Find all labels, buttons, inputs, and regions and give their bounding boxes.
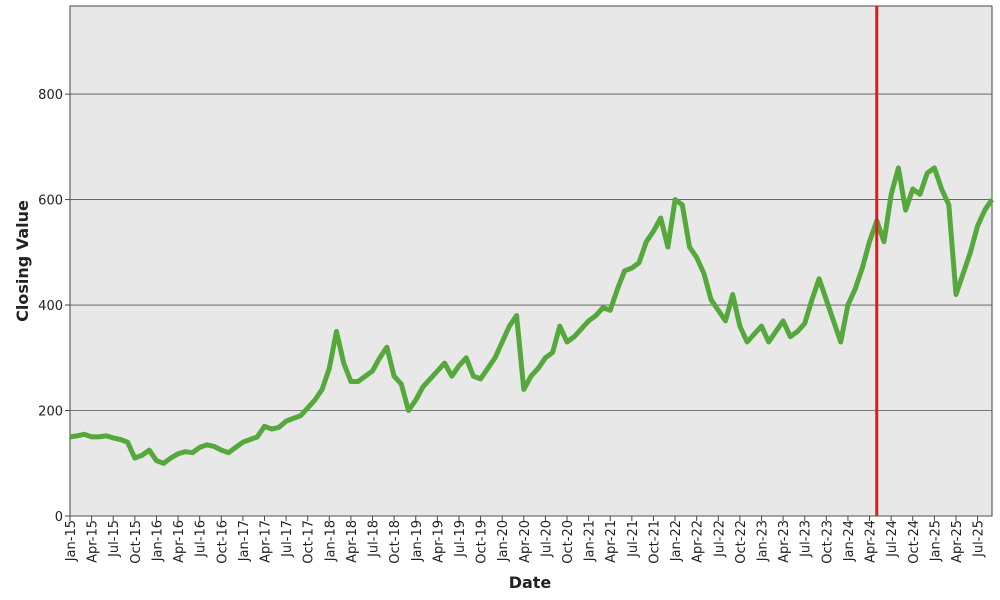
x-tick-label: Jan-15	[64, 520, 79, 562]
x-tick-label: Jul-15	[107, 520, 122, 558]
x-tick-label: Apr-19	[431, 520, 446, 563]
x-tick-label: Jul-24	[885, 520, 900, 558]
x-tick-label: Oct-15	[129, 520, 144, 564]
y-tick-label: 200	[38, 405, 63, 420]
x-tick-label: Apr-20	[518, 520, 533, 563]
y-tick-label: 800	[38, 88, 63, 103]
x-tick-label: Oct-19	[475, 520, 490, 564]
x-tick-label: Jul-19	[453, 520, 468, 558]
x-tick-label: Jan-22	[669, 520, 684, 562]
x-tick-label: Jul-23	[799, 520, 814, 558]
x-tick-label: Oct-17	[302, 520, 317, 564]
x-tick-label: Jul-18	[367, 520, 382, 558]
x-tick-label: Apr-21	[604, 520, 619, 563]
x-tick-label: Jul-22	[712, 520, 727, 558]
x-tick-label: Apr-18	[345, 520, 360, 563]
x-tick-label: Apr-15	[86, 520, 101, 563]
x-tick-label: Oct-16	[215, 520, 230, 564]
y-tick-label: 0	[55, 510, 63, 525]
y-tick-label: 600	[38, 194, 63, 209]
x-tick-label: Apr-17	[258, 520, 273, 563]
x-tick-label: Apr-25	[950, 520, 965, 563]
x-tick-label: Jul-17	[280, 520, 295, 558]
x-tick-label: Oct-20	[561, 520, 576, 564]
y-tick-label: 400	[38, 299, 63, 314]
x-tick-label: Jan-19	[410, 520, 425, 562]
x-tick-label: Jan-23	[756, 520, 771, 562]
line	[69, 165, 995, 466]
x-tick-label: Jul-20	[539, 520, 554, 558]
x-tick-label: Oct-24	[907, 520, 922, 564]
x-tick-label: Apr-24	[864, 520, 879, 563]
x-tick-label: Jul-25	[972, 520, 987, 558]
x-tick-label: Oct-21	[647, 520, 662, 564]
x-tick-label: Jul-16	[194, 520, 209, 558]
y-axis-label: Closing Value	[13, 200, 32, 322]
x-tick-label: Apr-23	[777, 520, 792, 563]
x-tick-label: Apr-16	[172, 520, 187, 563]
x-tick-label: Oct-22	[734, 520, 749, 564]
x-tick-label: Jul-21	[626, 520, 641, 558]
x-tick-label: Jan-21	[583, 520, 598, 562]
x-tick-label: Jan-24	[842, 520, 857, 562]
x-tick-label: Apr-22	[691, 520, 706, 563]
x-tick-label: Jan-17	[237, 520, 252, 562]
x-tick-label: Jan-18	[323, 520, 338, 562]
x-tick-label: Jan-16	[150, 520, 165, 562]
plot-area	[69, 5, 993, 517]
x-tick-label: Oct-18	[388, 520, 403, 564]
x-tick-label: Jan-25	[928, 520, 943, 562]
x-tick-label: Oct-23	[820, 520, 835, 564]
x-axis-label: Date	[509, 573, 552, 592]
x-tick-label: Jan-20	[496, 520, 511, 562]
